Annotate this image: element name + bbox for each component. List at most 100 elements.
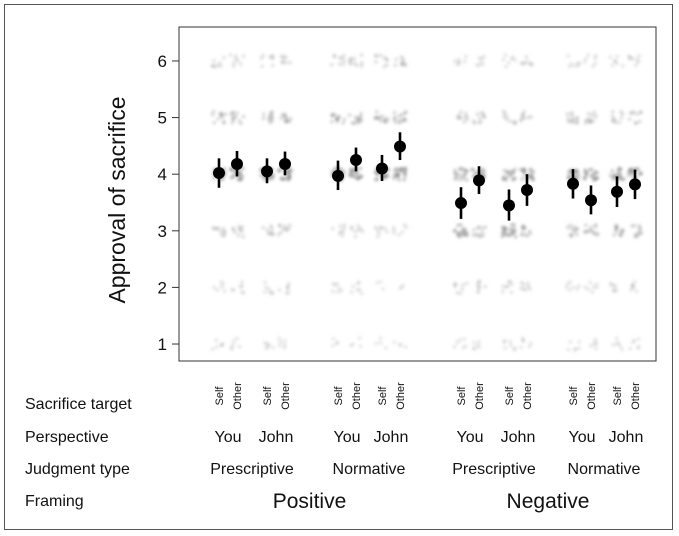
raw-response-dot bbox=[530, 176, 536, 182]
raw-response-dot bbox=[452, 344, 457, 349]
raw-response-dot bbox=[392, 115, 398, 120]
raw-response-dot bbox=[635, 57, 640, 63]
raw-response-dot bbox=[391, 227, 397, 233]
raw-response-dot bbox=[234, 110, 240, 116]
raw-response-dot bbox=[572, 224, 577, 230]
raw-response-dot bbox=[461, 172, 467, 177]
framing-label: Negative bbox=[507, 490, 590, 513]
raw-response-dot bbox=[567, 64, 572, 69]
raw-response-dot bbox=[475, 111, 480, 117]
raw-response-dot bbox=[611, 283, 617, 288]
raw-response-dot bbox=[589, 167, 594, 172]
raw-response-dot bbox=[400, 283, 406, 288]
target-label: Self bbox=[456, 386, 468, 406]
raw-response-dot bbox=[282, 338, 287, 343]
raw-response-dot bbox=[626, 172, 631, 178]
raw-response-dot bbox=[630, 282, 635, 288]
row-label-framing: Framing bbox=[25, 493, 84, 510]
raw-response-dot bbox=[501, 57, 506, 62]
raw-response-dot bbox=[631, 56, 636, 61]
raw-response-dot bbox=[229, 346, 235, 352]
raw-response-dot bbox=[276, 232, 281, 237]
raw-response-dot bbox=[481, 114, 487, 119]
raw-response-dot bbox=[378, 53, 383, 58]
raw-response-dot bbox=[594, 285, 599, 290]
raw-response-dot bbox=[461, 232, 467, 237]
mean-point bbox=[629, 178, 641, 191]
target-label: Other bbox=[280, 382, 292, 410]
raw-response-dot bbox=[503, 53, 508, 58]
raw-response-dot bbox=[629, 166, 634, 172]
raw-response-dot bbox=[269, 114, 274, 119]
y-tick-label: 1 bbox=[158, 335, 167, 354]
raw-response-dot bbox=[238, 61, 243, 67]
raw-response-dot bbox=[382, 118, 387, 123]
raw-response-dot bbox=[219, 112, 224, 117]
raw-response-dot bbox=[588, 280, 593, 285]
framing-label: Positive bbox=[273, 490, 347, 513]
raw-response-dot bbox=[531, 170, 536, 175]
raw-response-dot bbox=[508, 343, 514, 348]
raw-response-dot bbox=[470, 167, 475, 172]
mean-point bbox=[213, 167, 225, 180]
raw-response-dot bbox=[402, 173, 408, 178]
raw-response-dot bbox=[230, 226, 236, 231]
raw-response-dot bbox=[593, 224, 598, 229]
raw-response-dot bbox=[261, 112, 266, 117]
raw-response-dot bbox=[222, 288, 227, 294]
raw-response-dot bbox=[358, 344, 363, 349]
raw-response-dot bbox=[569, 234, 574, 239]
raw-response-dot bbox=[463, 54, 469, 59]
raw-response-dot bbox=[217, 60, 222, 66]
raw-response-dot bbox=[334, 116, 339, 122]
raw-response-dot bbox=[460, 229, 465, 234]
raw-response-dot bbox=[231, 60, 237, 65]
raw-response-dot bbox=[280, 60, 285, 65]
raw-response-dot bbox=[214, 344, 219, 350]
raw-response-dot bbox=[637, 119, 643, 124]
raw-response-dot bbox=[634, 231, 639, 237]
raw-response-dot bbox=[398, 168, 404, 174]
raw-response-dot bbox=[218, 229, 224, 234]
raw-response-dot bbox=[375, 234, 381, 239]
raw-response-dot bbox=[610, 109, 615, 115]
raw-response-dot bbox=[341, 62, 346, 67]
raw-response-dot bbox=[519, 232, 524, 238]
raw-response-dot bbox=[636, 53, 642, 59]
raw-response-dot bbox=[402, 61, 408, 66]
mean-point bbox=[279, 157, 291, 170]
raw-response-dot bbox=[501, 114, 507, 119]
y-tick-label: 3 bbox=[158, 222, 167, 241]
raw-response-dot bbox=[341, 120, 346, 126]
raw-response-dot bbox=[504, 175, 509, 180]
raw-response-dot bbox=[519, 61, 524, 66]
raw-response-dot bbox=[394, 166, 399, 171]
raw-response-dot bbox=[384, 172, 389, 177]
raw-response-dot bbox=[241, 53, 246, 59]
raw-response-dot bbox=[564, 285, 569, 290]
raw-response-dot bbox=[476, 339, 482, 344]
y-axis: 1 2 3 4 5 6 bbox=[158, 52, 179, 354]
raw-response-dot bbox=[269, 229, 274, 234]
raw-response-dot bbox=[483, 225, 488, 230]
raw-response-dot bbox=[567, 279, 573, 285]
raw-response-dot bbox=[526, 284, 531, 289]
raw-response-dot bbox=[621, 177, 626, 182]
raw-response-dot bbox=[617, 177, 623, 182]
raw-response-dot bbox=[380, 286, 386, 292]
raw-response-dot bbox=[233, 53, 239, 59]
perspective-label: John bbox=[259, 429, 294, 446]
raw-response-dot bbox=[592, 110, 597, 115]
raw-response-dot bbox=[334, 341, 339, 346]
raw-response-dot bbox=[594, 282, 600, 287]
raw-response-dot bbox=[506, 60, 511, 65]
raw-response-dot bbox=[568, 339, 573, 344]
raw-response-dot bbox=[229, 175, 234, 180]
raw-response-dot bbox=[335, 281, 340, 286]
raw-response-dot bbox=[211, 285, 217, 290]
raw-response-dot bbox=[283, 60, 289, 65]
mean-point bbox=[455, 197, 467, 210]
raw-response-dot bbox=[384, 229, 390, 234]
raw-response-dot bbox=[508, 119, 513, 124]
